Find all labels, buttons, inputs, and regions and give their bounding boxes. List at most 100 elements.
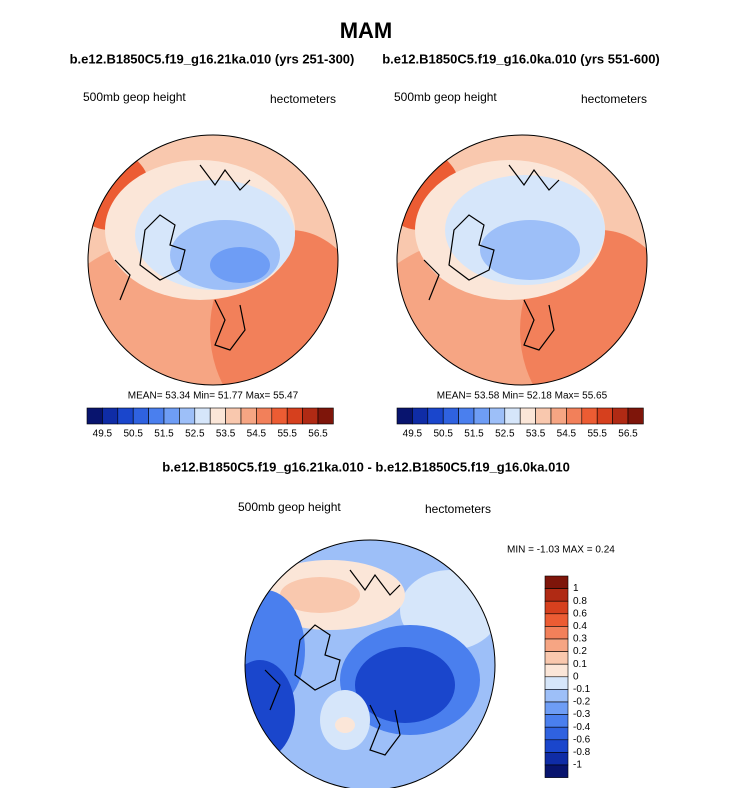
colorbar-box	[612, 407, 629, 425]
colorbar-box	[396, 407, 413, 425]
colorbar-label: 49.5	[93, 429, 113, 440]
colorbar-box	[535, 407, 552, 425]
colorbar-label: -0.2	[573, 697, 591, 708]
colorbar-box	[117, 407, 134, 425]
colorbar-box	[544, 701, 569, 715]
colorbar-box	[163, 407, 180, 425]
colorbar-label: -0.1	[573, 684, 591, 695]
colorbar-label: 51.5	[464, 429, 484, 440]
colorbar-box	[256, 407, 273, 425]
colorbar-label: 0.8	[573, 596, 587, 607]
colorbar-label: -0.6	[573, 734, 591, 745]
colorbar-box	[544, 739, 569, 753]
colorbar-box	[544, 626, 569, 640]
colorbar-label: 0.2	[573, 646, 587, 657]
colorbar-label: -0.8	[573, 747, 591, 758]
colorbar-label: 51.5	[154, 429, 174, 440]
colorbar-box	[302, 407, 319, 425]
stats: MIN = -1.03 MAX = 0.24	[507, 545, 615, 556]
colorbar-label: 53.5	[216, 429, 236, 440]
colorbar-label: 54.5	[557, 429, 577, 440]
colorbar-label: -0.4	[573, 722, 591, 733]
colorbar-label: -1	[573, 760, 582, 771]
colorbar-label: 49.5	[403, 429, 423, 440]
colorbar-box	[544, 714, 569, 728]
colorbar-box	[102, 407, 119, 425]
colorbar-box	[473, 407, 490, 425]
colorbar-label: 54.5	[247, 429, 267, 440]
colorbar-label: 50.5	[123, 429, 143, 440]
colorbar-label: 50.5	[433, 429, 453, 440]
colorbar-box	[286, 407, 303, 425]
colorbar-label: 56.5	[618, 429, 638, 440]
colorbar-box	[225, 407, 242, 425]
colorbar-box	[581, 407, 598, 425]
colorbar-box	[627, 407, 644, 425]
colorbar-box	[271, 407, 288, 425]
units-label: hectometers	[425, 502, 491, 516]
colorbar-box	[132, 407, 149, 425]
colorbar-box	[544, 588, 569, 602]
colorbar-label: 53.5	[526, 429, 546, 440]
colorbar-label: 1	[573, 583, 579, 594]
units-label: hectometers	[581, 92, 647, 106]
colorbar-box	[544, 651, 569, 665]
colorbar-label: 0.1	[573, 659, 587, 670]
colorbar-label: 55.5	[587, 429, 607, 440]
colorbar-box	[86, 407, 103, 425]
units-label: hectometers	[270, 92, 336, 106]
colorbar-box	[412, 407, 429, 425]
stats: MEAN= 53.58 Min= 52.18 Max= 55.65	[437, 391, 608, 402]
colorbar-label: 0.4	[573, 621, 587, 632]
colorbar-box	[194, 407, 211, 425]
colorbar-box	[489, 407, 506, 425]
panel-subtitle: b.e12.B1850C5.f19_g16.0ka.010 (yrs 551-6…	[382, 51, 660, 66]
map-border	[87, 134, 339, 386]
map-border	[244, 539, 496, 788]
field-label: 500mb geop height	[394, 90, 497, 104]
difference-title: b.e12.B1850C5.f19_g16.21ka.010 - b.e12.B…	[162, 459, 570, 474]
colorbar-label: 52.5	[185, 429, 205, 440]
colorbar-box	[544, 676, 569, 690]
coastline	[114, 164, 251, 351]
colorbar-label: 55.5	[277, 429, 297, 440]
colorbar-label: 0	[573, 671, 579, 682]
colorbar-box	[544, 600, 569, 615]
colorbar-label: 52.5	[495, 429, 515, 440]
colorbar-label: 0.3	[573, 634, 587, 645]
colorbar-box	[209, 407, 226, 425]
colorbar-box	[544, 613, 569, 627]
colorbar-box	[544, 638, 569, 652]
colorbar-box	[442, 407, 459, 425]
colorbar-box	[596, 407, 613, 425]
colorbar-box	[544, 689, 569, 703]
colorbar-box	[317, 407, 334, 425]
colorbar-box	[566, 407, 583, 425]
field-label: 500mb geop height	[238, 500, 341, 514]
colorbar-box	[544, 726, 569, 741]
colorbar-box	[544, 663, 569, 678]
colorbar-box	[544, 752, 569, 766]
colorbar-box	[544, 764, 569, 778]
colorbar-label: -0.3	[573, 709, 591, 720]
colorbar-box	[458, 407, 475, 425]
stats: MEAN= 53.34 Min= 51.77 Max= 55.47	[128, 391, 299, 402]
colorbar-box	[179, 407, 196, 425]
map	[245, 540, 495, 788]
colorbar-box	[519, 407, 536, 425]
figure-title: MAM	[340, 18, 393, 43]
colorbar-box	[148, 407, 165, 425]
coastline	[423, 164, 560, 351]
coastline	[264, 569, 401, 756]
colorbar-box	[504, 407, 521, 425]
colorbar-label: 56.5	[308, 429, 328, 440]
colorbar-label: 0.6	[573, 608, 587, 619]
colorbar-box	[544, 575, 569, 589]
panel-subtitle: b.e12.B1850C5.f19_g16.21ka.010 (yrs 251-…	[70, 51, 355, 66]
colorbar-box	[550, 407, 567, 425]
colorbar-box	[427, 407, 444, 425]
field-label: 500mb geop height	[83, 90, 186, 104]
map-border	[396, 134, 648, 386]
colorbar-box	[240, 407, 257, 425]
